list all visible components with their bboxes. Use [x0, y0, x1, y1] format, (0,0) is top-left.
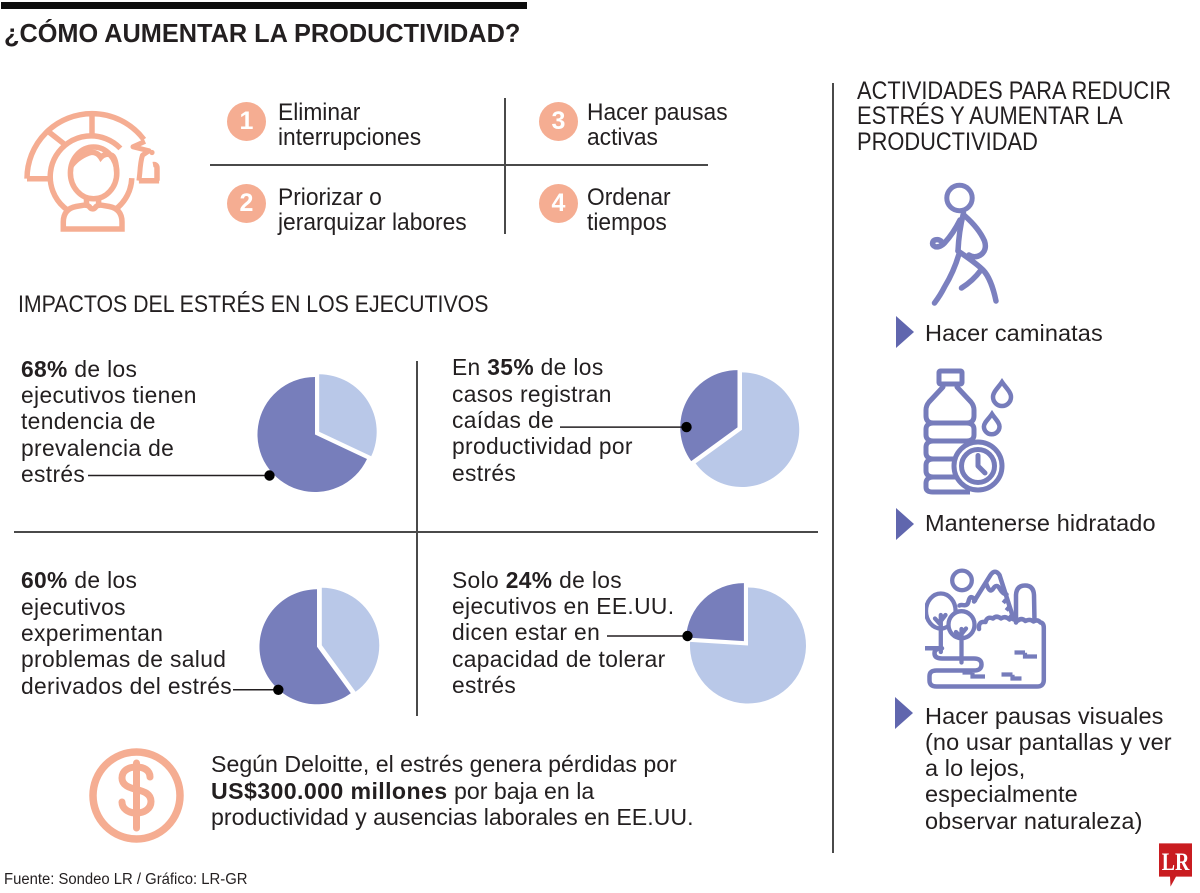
svg-text:LR: LR — [1162, 847, 1190, 875]
